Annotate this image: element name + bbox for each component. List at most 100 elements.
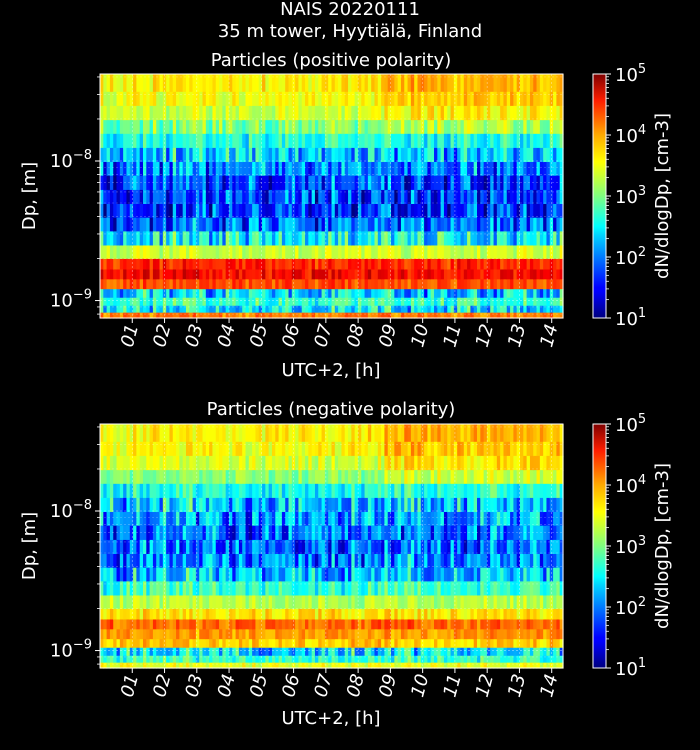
heatmap-cell: [434, 161, 438, 177]
heatmap-cell: [288, 553, 293, 569]
heatmap-cell: [328, 133, 333, 149]
heatmap-cell: [341, 655, 346, 664]
heatmap-cell: [473, 74, 478, 93]
heatmap-cell: [129, 289, 134, 299]
heatmap-cell: [288, 424, 293, 443]
heatmap-cell: [351, 105, 356, 121]
heatmap-cell: [500, 269, 505, 280]
heatmap-cell: [381, 470, 386, 485]
heatmap-cell: [136, 647, 141, 657]
heatmap-cell: [354, 312, 359, 319]
heatmap-cell: [179, 161, 184, 177]
heatmap-cell: [334, 133, 339, 149]
heatmap-cell: [546, 175, 551, 191]
heatmap-cell: [387, 91, 392, 107]
heatmap-cell: [324, 217, 329, 232]
heatmap-cell: [410, 305, 415, 314]
heatmap-cell: [556, 203, 561, 219]
heatmap-cell: [295, 161, 300, 177]
heatmap-cell: [308, 483, 313, 499]
heatmap-cell: [222, 619, 227, 630]
heatmap-cell: [225, 483, 230, 499]
heatmap-cell: [400, 581, 405, 597]
heatmap-cell: [179, 217, 184, 232]
heatmap-cell: [113, 289, 118, 299]
heatmap-cell: [285, 655, 290, 664]
heatmap-cell: [238, 629, 243, 640]
heatmap-cell: [321, 269, 326, 280]
heatmap-cell: [427, 105, 432, 121]
heatmap-cell: [400, 483, 405, 499]
heatmap-cell: [348, 441, 352, 457]
heatmap-cell: [103, 161, 108, 177]
heatmap-cell: [189, 595, 194, 610]
heatmap-cell: [351, 289, 356, 299]
heatmap-cell: [377, 470, 382, 485]
heatmap-cell: [311, 441, 316, 457]
heatmap-cell: [100, 470, 104, 485]
heatmap-cell: [123, 655, 128, 664]
heatmap-cell: [400, 497, 405, 513]
heatmap-cell: [159, 539, 164, 555]
heatmap-cell: [450, 161, 455, 177]
heatmap-cell: [520, 217, 524, 232]
heatmap-cell: [113, 647, 118, 657]
heatmap-cell: [301, 619, 306, 630]
heatmap-cell: [397, 312, 402, 319]
heatmap-cell: [414, 258, 419, 271]
heatmap-cell: [400, 189, 405, 205]
heatmap-cell: [526, 217, 531, 232]
heatmap-cell: [113, 619, 118, 630]
heatmap-cell: [205, 231, 210, 247]
heatmap-cell: [361, 470, 366, 485]
heatmap-cell: [242, 581, 247, 597]
heatmap-cell: [394, 539, 399, 555]
heatmap-cell: [364, 470, 369, 485]
heatmap-cell: [123, 147, 128, 163]
heatmap-cell: [199, 424, 204, 443]
heatmap-cell: [123, 279, 128, 290]
heatmap-cell: [559, 231, 564, 247]
heatmap-cell: [149, 161, 154, 177]
heatmap-cell: [437, 269, 442, 280]
heatmap-cell: [119, 525, 124, 541]
heatmap-cell: [248, 147, 253, 163]
heatmap-cell: [377, 483, 382, 499]
heatmap-cell: [374, 455, 379, 471]
heatmap-cell: [377, 74, 382, 93]
heatmap-cell: [457, 189, 462, 205]
heatmap-cell: [424, 553, 429, 569]
heatmap-cell: [371, 581, 376, 597]
y-tick-label: 10−9: [50, 288, 92, 312]
heatmap-cell: [169, 619, 174, 630]
heatmap-cell: [308, 189, 313, 205]
heatmap-cell: [407, 245, 412, 260]
heatmap-cell: [371, 455, 376, 471]
heatmap-cell: [387, 312, 392, 319]
heatmap-cell: [410, 629, 415, 640]
heatmap-cell: [473, 258, 478, 271]
heatmap-cell: [182, 305, 187, 314]
heatmap-cell: [394, 217, 399, 232]
heatmap-cell: [288, 217, 293, 232]
heatmap-cell: [513, 120, 518, 135]
heatmap-cell: [321, 312, 326, 319]
heatmap-cell: [321, 297, 326, 307]
heatmap-cell: [109, 424, 114, 443]
heatmap-cell: [106, 74, 111, 93]
heatmap-cell: [440, 231, 445, 247]
heatmap-cell: [367, 608, 372, 621]
heatmap-cell: [516, 312, 521, 319]
heatmap-cell: [225, 120, 230, 135]
heatmap-cell: [199, 525, 204, 541]
x-ticks-positive: 01 02 03 04 05 06 07 08 09 10 11 12 13 14: [117, 318, 563, 349]
heatmap-cell: [361, 441, 366, 457]
heatmap-cell: [543, 258, 548, 271]
heatmap-cell: [348, 147, 352, 163]
heatmap-cell: [351, 203, 356, 219]
heatmap-cell: [348, 608, 352, 621]
heatmap-cell: [334, 497, 339, 513]
heatmap-cell: [400, 91, 405, 107]
heatmap-cell: [232, 297, 237, 307]
heatmap-cell: [271, 279, 276, 290]
